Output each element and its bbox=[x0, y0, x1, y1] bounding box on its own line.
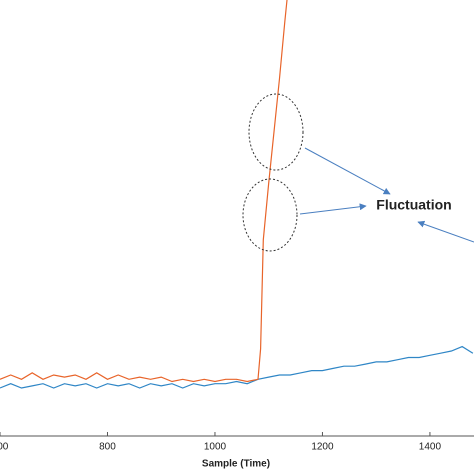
x-tick-label: 600 bbox=[0, 442, 9, 453]
x-axis-label: Sample (Time) bbox=[202, 459, 270, 470]
x-tick-label: 1200 bbox=[311, 442, 334, 453]
x-tick-label: 1000 bbox=[204, 442, 227, 453]
x-tick-label: 1400 bbox=[419, 442, 442, 453]
arrow bbox=[299, 203, 367, 215]
highlight-ellipse bbox=[242, 178, 298, 252]
highlight-ellipse bbox=[248, 93, 304, 171]
arrow bbox=[417, 220, 474, 243]
series-line bbox=[0, 345, 474, 389]
plot-area: 600 800 1000 1200 1400 bbox=[0, 0, 474, 453]
arrow bbox=[304, 147, 391, 195]
x-tick-label: 800 bbox=[99, 442, 116, 453]
series-line bbox=[0, 0, 288, 383]
annotation: Fluctuation bbox=[376, 197, 451, 213]
